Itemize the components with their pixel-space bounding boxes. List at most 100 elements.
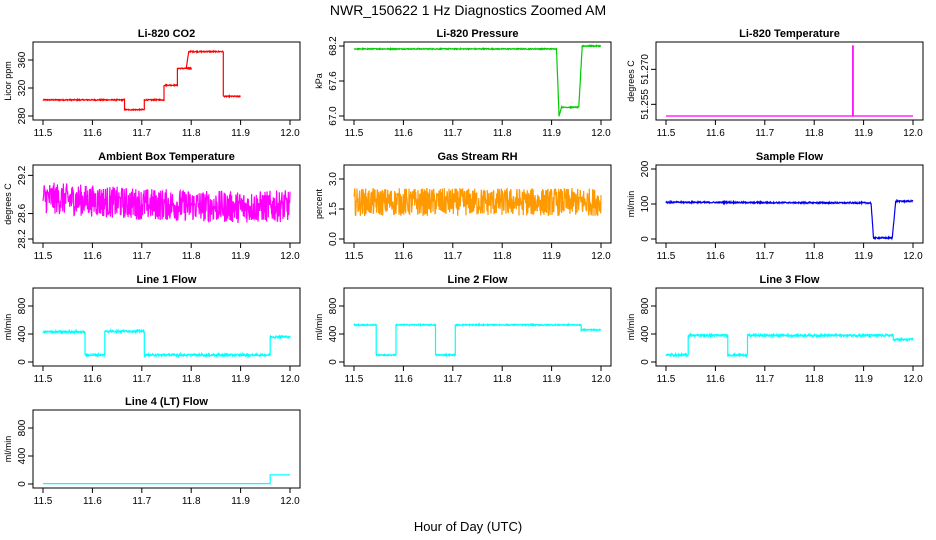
chart-panel: Sample Flow ml/min 11.5 11.6 11.7 11.8 11.9 12.… <box>626 151 924 262</box>
x-tick-label: 11.8 <box>493 128 512 139</box>
x-tick-label: 11.7 <box>443 128 462 139</box>
series-line <box>353 187 602 217</box>
y-axis-label: ml/min <box>3 314 13 341</box>
x-tick-label: 11.9 <box>854 251 873 262</box>
x-tick-label: 11.5 <box>657 374 676 385</box>
x-tick-label: 11.7 <box>755 128 774 139</box>
x-tick-label: 11.8 <box>182 374 201 385</box>
series-line <box>665 198 914 241</box>
x-tick-label: 11.6 <box>394 251 413 262</box>
panel-title: Li-820 Pressure <box>437 28 519 40</box>
x-tick-label: 11.7 <box>132 496 151 507</box>
y-tick-label: 360 <box>17 51 28 68</box>
y-tick-label: 1.5 <box>328 202 339 216</box>
x-tick-label: 11.7 <box>132 251 151 262</box>
chart-panel: Li-820 Pressure kPa 11.5 11.6 11.7 11.8 11.9 12… <box>314 28 612 139</box>
x-tick-label: 11.6 <box>83 251 102 262</box>
x-tick-label: 12.0 <box>591 374 611 385</box>
x-tick-label: 11.6 <box>83 496 102 507</box>
x-tick-label: 11.6 <box>706 374 725 385</box>
y-axis-label: percent <box>314 188 324 219</box>
chart-panel: Gas Stream RH percent 11.5 11.6 11.7 11.8 11.9… <box>314 151 612 262</box>
y-tick-label: 400 <box>17 325 28 342</box>
y-axis-label: ml/min <box>3 436 13 463</box>
x-tick-label: 11.5 <box>34 496 53 507</box>
x-tick-label: 11.6 <box>706 128 725 139</box>
x-tick-label: 11.5 <box>345 128 364 139</box>
panel-title: Line 1 Flow <box>137 274 197 286</box>
x-tick-label: 11.8 <box>182 251 201 262</box>
plot-frame <box>343 287 612 367</box>
y-tick-label: 3.0 <box>328 172 339 186</box>
panel-title: Li-820 Temperature <box>739 28 840 40</box>
panel-title: Line 4 (LT) Flow <box>125 396 208 408</box>
y-tick-label: 0 <box>328 359 339 365</box>
panel-title: Sample Flow <box>756 151 824 163</box>
x-tick-label: 11.8 <box>805 128 824 139</box>
x-tick-label: 11.5 <box>345 374 364 385</box>
x-tick-label: 11.7 <box>755 374 774 385</box>
x-tick-label: 11.7 <box>132 374 151 385</box>
plot-frame <box>32 41 301 121</box>
y-tick-label: 28.2 <box>17 229 28 249</box>
y-axis-label: degrees C <box>626 60 636 102</box>
x-tick-label: 11.6 <box>83 374 102 385</box>
series-line <box>666 45 913 117</box>
chart-panel: Line 1 Flow ml/min 11.5 11.6 11.7 11.8 11.9 12.… <box>3 274 301 385</box>
x-tick-label: 11.8 <box>805 374 824 385</box>
x-tick-label: 11.8 <box>493 251 512 262</box>
panel-title: Line 2 Flow <box>448 274 508 286</box>
x-axis-title: Hour of Day (UTC) <box>414 519 522 534</box>
x-tick-label: 11.9 <box>854 128 873 139</box>
x-tick-label: 12.0 <box>591 251 611 262</box>
x-tick-label: 11.6 <box>394 374 413 385</box>
panel-title: Line 3 Flow <box>760 274 820 286</box>
plot-frame <box>343 164 612 244</box>
x-tick-label: 11.9 <box>854 374 873 385</box>
x-tick-label: 11.8 <box>182 128 201 139</box>
series-line <box>665 332 914 359</box>
y-tick-label: 0 <box>17 359 28 365</box>
x-tick-label: 11.5 <box>34 374 53 385</box>
plot-frame <box>343 41 612 121</box>
y-axis-label: degrees C <box>3 183 13 225</box>
chart-panel: Line 3 Flow ml/min 11.5 11.6 11.7 11.8 11.9 12.… <box>626 274 924 385</box>
chart-panel: Line 2 Flow ml/min 11.5 11.6 11.7 11.8 11.9 12.… <box>314 274 612 385</box>
x-tick-label: 11.9 <box>231 496 250 507</box>
series-line <box>43 474 290 485</box>
x-tick-label: 11.9 <box>542 374 561 385</box>
x-tick-label: 11.6 <box>706 251 725 262</box>
y-tick-label: 28.6 <box>17 203 28 223</box>
x-tick-label: 11.7 <box>755 251 774 262</box>
x-tick-label: 12.0 <box>280 251 300 262</box>
panel-title: Gas Stream RH <box>437 151 517 163</box>
x-tick-label: 11.9 <box>231 128 250 139</box>
y-axis-label: kPa <box>314 73 324 89</box>
y-tick-label: 0 <box>640 236 651 242</box>
figure-title: NWR_150622 1 Hz Diagnostics Zoomed AM <box>330 2 606 18</box>
chart-panel: Li-820 CO2 Licor ppm 11.5 11.6 11.7 11.8 11.9 1… <box>3 28 301 139</box>
y-axis-label: ml/min <box>626 191 636 218</box>
y-tick-label: 0 <box>640 359 651 365</box>
y-axis-label: Licor ppm <box>3 61 13 101</box>
x-tick-label: 11.6 <box>394 128 413 139</box>
y-tick-label: 800 <box>328 297 339 314</box>
y-tick-label: 200 <box>640 160 651 177</box>
y-tick-label: 29.2 <box>17 165 28 185</box>
y-tick-label: 51.270 <box>640 54 651 85</box>
series-line <box>42 182 291 224</box>
x-tick-label: 11.5 <box>34 251 53 262</box>
plot-frame <box>32 164 301 244</box>
plot-frame <box>32 287 301 367</box>
x-tick-label: 12.0 <box>903 128 923 139</box>
x-tick-label: 12.0 <box>280 128 300 139</box>
x-tick-label: 12.0 <box>903 374 923 385</box>
y-axis-label: ml/min <box>314 314 324 341</box>
series-line <box>42 49 241 112</box>
series-line <box>353 43 602 117</box>
y-tick-label: 67.6 <box>328 71 339 91</box>
x-tick-label: 11.9 <box>542 128 561 139</box>
x-tick-label: 12.0 <box>280 374 300 385</box>
y-tick-label: 51.255 <box>640 89 651 120</box>
chart-panel: Li-820 Temperature degrees C 11.5 11.6 11.7 1… <box>626 28 924 139</box>
